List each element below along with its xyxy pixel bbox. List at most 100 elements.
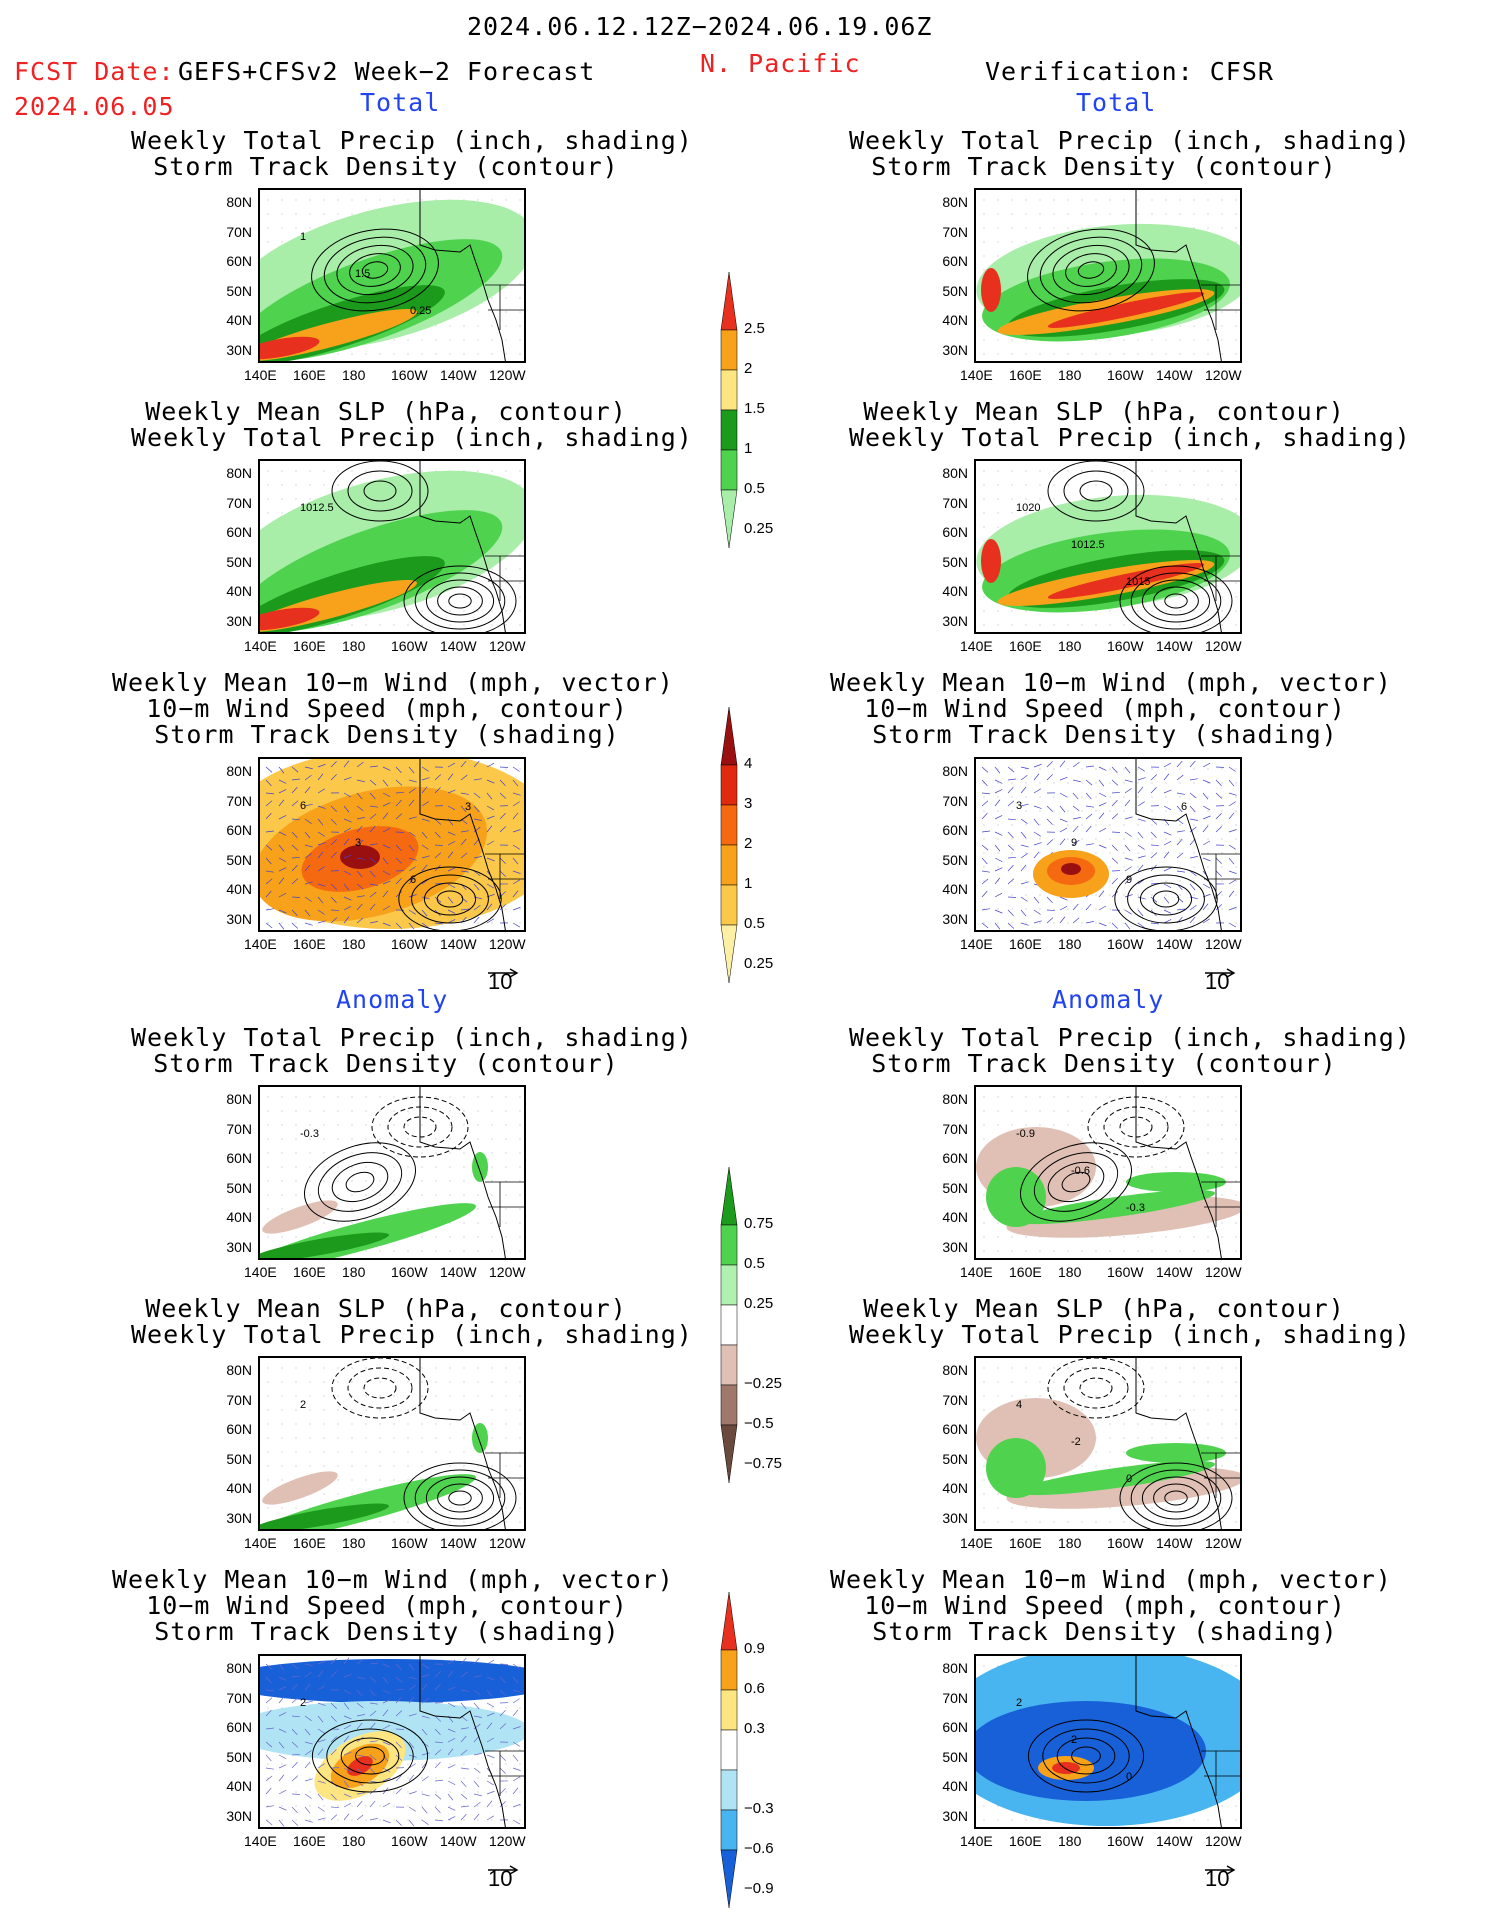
title-fc-slp-precip: Weekly Mean SLP (hPa, contour) Weekly Tot…	[131, 397, 693, 452]
lat-label: 80N	[942, 1660, 968, 1676]
contour-line	[414, 1469, 506, 1527]
lat-label: 80N	[226, 1660, 252, 1676]
lon-label: 140E	[244, 1535, 277, 1551]
colorbar-label: 3	[744, 795, 753, 812]
map-panel-fc-slp-precip: 1012.5	[258, 459, 526, 634]
contour-line	[323, 236, 427, 304]
coastline	[419, 1087, 506, 1258]
precip-shading	[981, 539, 1001, 583]
contour-line	[347, 470, 413, 512]
precip-anom-shading	[1016, 1189, 1216, 1225]
state-borders	[485, 1452, 524, 1498]
map-panel-obs-slp-anom: 4 -2 0	[974, 1356, 1242, 1531]
colorbar-swatch	[720, 1591, 738, 1651]
colorbar-label: 2.5	[744, 320, 765, 337]
contour-line	[331, 461, 429, 522]
contour-label: -0.9	[1016, 1128, 1035, 1140]
contour-line	[1063, 1367, 1129, 1409]
colorbar-swatch	[720, 804, 738, 846]
contour-label: 0	[1126, 1771, 1132, 1783]
lat-label: 30N	[226, 1807, 252, 1824]
lat-label: 70N	[226, 1689, 252, 1706]
lat-label: 60N	[942, 1150, 968, 1166]
lat-label: 70N	[226, 1120, 252, 1137]
contour-label: 4	[1016, 1399, 1022, 1411]
colorbar-swatch	[720, 924, 738, 984]
lon-label: 140E	[960, 367, 993, 383]
precip-shading	[1047, 292, 1205, 328]
precip-shading	[260, 607, 320, 631]
contour-label: 0	[1126, 1473, 1132, 1485]
map-panel-obs-precip-track	[974, 188, 1242, 363]
colorbar-label: 0.5	[744, 480, 765, 497]
lat-label: 60N	[226, 1421, 252, 1437]
contour-label: 2	[1071, 1734, 1077, 1746]
contour-line	[1061, 1171, 1091, 1193]
lon-label: 120W	[489, 936, 526, 952]
lon-label: 120W	[1205, 936, 1242, 952]
lat-label: 50N	[942, 1748, 968, 1765]
lat-label: 30N	[226, 910, 252, 927]
colorbar-label: 0.9	[744, 1640, 765, 1657]
vector-arrow-icon	[488, 968, 519, 978]
contour-line	[403, 1116, 437, 1138]
contour-line	[437, 1483, 483, 1513]
colorbar-swatch	[720, 884, 738, 926]
lat-label: 60N	[942, 1421, 968, 1437]
state-borders	[485, 555, 524, 601]
contour-line	[425, 1476, 495, 1520]
contour-line	[1042, 1728, 1130, 1784]
colorbar-precip	[720, 271, 738, 549]
contour-line	[1063, 470, 1129, 512]
lon-label: 120W	[1205, 1264, 1242, 1280]
lon-label: 160W	[1107, 1535, 1144, 1551]
coastline	[1135, 461, 1222, 632]
lon-label: 160E	[1009, 638, 1042, 654]
vector-scale-value: 10	[1205, 969, 1230, 994]
contour-line	[361, 261, 389, 279]
coastline	[1135, 190, 1222, 361]
contour-label: 2	[300, 1697, 306, 1709]
precip-anom-shading	[262, 1200, 338, 1234]
lon-label: 160E	[1009, 367, 1042, 383]
lon-label: 140E	[244, 1833, 277, 1849]
contour-label: 1012.5	[1071, 539, 1105, 551]
lat-label: 50N	[942, 1179, 968, 1196]
colorbar-swatch	[720, 1344, 738, 1386]
lon-label: 160E	[293, 638, 326, 654]
colorbar-label: 0.3	[744, 1720, 765, 1737]
wind-vectors	[265, 760, 521, 930]
title-obs-wind-track: Weekly Mean 10−m Wind (mph, vector) 10−m …	[830, 668, 1392, 749]
lat-label: 50N	[942, 553, 968, 570]
colorbar-swatch	[720, 1849, 738, 1909]
coastline	[419, 1656, 506, 1827]
colorbar-swatch	[720, 1304, 738, 1346]
lon-label: 160E	[1009, 1833, 1042, 1849]
lon-label: 140W	[440, 367, 477, 383]
precip-anom-shading	[1016, 1460, 1216, 1496]
contour-line	[1119, 1462, 1233, 1529]
contour-line	[411, 874, 489, 924]
title-obs-precip-track: Weekly Total Precip (inch, shading) Storm…	[849, 126, 1411, 181]
colorbar-label: 0.25	[744, 520, 774, 537]
colorbar-label: −0.5	[744, 1415, 774, 1432]
title-fc-wind-track: Weekly Mean 10−m Wind (mph, vector) 10−m …	[112, 668, 674, 749]
lat-label: 50N	[942, 1450, 968, 1467]
precip-shading	[981, 268, 1001, 312]
lon-label: 140W	[1156, 638, 1193, 654]
colorbar-label: −0.75	[744, 1455, 782, 1472]
map-panel-fc-wind-track: 6 3 6 3	[258, 757, 526, 932]
lon-label: 180	[1058, 936, 1082, 952]
precip-anom-shading	[260, 1503, 389, 1529]
coastline	[1135, 1087, 1222, 1258]
contour-label: 1.5	[355, 268, 370, 280]
map-panel-obs-slp-precip: 1020 1012.5 1015	[974, 459, 1242, 634]
section-anomaly-verification: Anomaly	[1052, 985, 1165, 1014]
contour-line	[403, 565, 517, 632]
contour-line	[1019, 1142, 1133, 1222]
contour-label: 1	[300, 231, 306, 243]
colorbar-swatch	[720, 449, 738, 491]
colorbar-storm-anom	[720, 1591, 738, 1909]
lat-label: 50N	[226, 851, 252, 868]
colorbar-label: −0.25	[744, 1375, 782, 1392]
